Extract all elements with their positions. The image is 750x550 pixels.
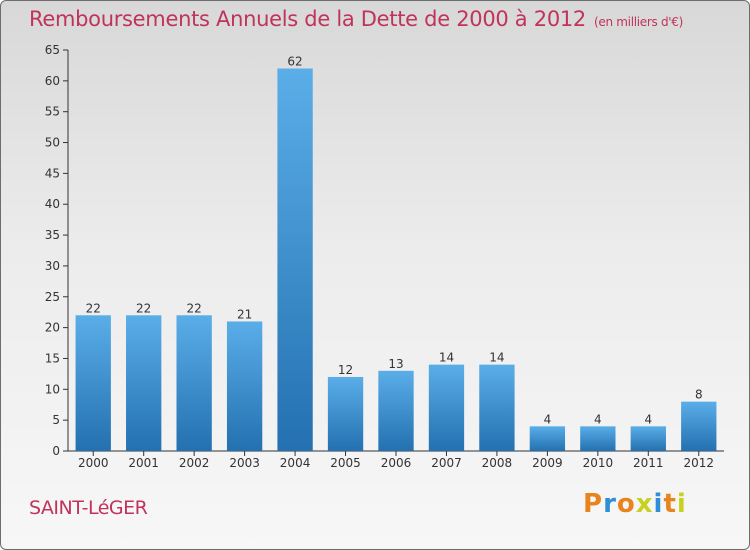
logo-letter: t (663, 489, 677, 519)
y-tick-label: 60 (45, 74, 60, 88)
data-label-2011: 4 (644, 412, 652, 426)
y-tick-label: 65 (45, 43, 60, 57)
chart-title-text: Remboursements Annuels de la Dette de 20… (29, 7, 586, 31)
data-label-2000: 22 (86, 301, 101, 315)
logo-letter: r (603, 489, 617, 519)
data-label-2010: 4 (594, 412, 602, 426)
x-tick-label-2011: 2011 (633, 456, 664, 470)
bar-2000 (75, 315, 111, 451)
x-tick-label-2010: 2010 (583, 456, 614, 470)
data-label-2005: 12 (338, 363, 353, 377)
x-tick-label-2006: 2006 (381, 456, 412, 470)
x-tick-label-2008: 2008 (482, 456, 513, 470)
y-tick-label: 50 (45, 136, 60, 150)
logo-letter: P (583, 489, 604, 519)
y-tick-label: 30 (45, 259, 60, 273)
data-label-2009: 4 (544, 412, 552, 426)
data-label-2012: 8 (695, 388, 703, 402)
y-tick-label: 5 (52, 413, 60, 427)
logo-letter: i (653, 489, 664, 519)
x-tick-label-2001: 2001 (128, 456, 159, 470)
bar-2003 (226, 321, 263, 451)
data-label-2001: 22 (136, 301, 151, 315)
bar-2012 (681, 401, 717, 451)
y-tick-label: 15 (45, 351, 60, 365)
x-tick-label-2002: 2002 (179, 456, 210, 470)
data-label-2006: 13 (388, 357, 403, 371)
chart-subtitle: (en milliers d'€) (594, 15, 684, 29)
data-label-2004: 62 (287, 55, 302, 69)
bar-2010 (580, 426, 616, 451)
data-label-2002: 22 (187, 301, 202, 315)
x-tick-label-2003: 2003 (229, 456, 260, 470)
logo-letter: x (635, 489, 654, 519)
chart-title: Remboursements Annuels de la Dette de 20… (29, 7, 683, 31)
bar-2006 (378, 370, 414, 451)
x-tick-label-2000: 2000 (78, 456, 109, 470)
bar-2002 (176, 315, 212, 451)
y-tick-label: 25 (45, 290, 60, 304)
data-label-2007: 14 (439, 351, 454, 365)
y-tick-label: 55 (45, 105, 60, 119)
commune-name: SAINT-LéGER (29, 497, 148, 519)
y-tick-label: 45 (45, 166, 60, 180)
bar-2011 (630, 426, 666, 451)
x-tick-label-2009: 2009 (532, 456, 563, 470)
proxiti-logo[interactable]: Proxiti (583, 489, 687, 519)
bar-2001 (126, 315, 162, 451)
logo-letter: o (616, 489, 636, 519)
bar-2007 (428, 364, 465, 451)
y-tick-label: 35 (45, 228, 60, 242)
logo-letter: i (676, 489, 687, 519)
y-tick-label: 20 (45, 321, 60, 335)
bar-2005 (327, 376, 364, 451)
data-label-2008: 14 (489, 351, 504, 365)
bar-2008 (479, 364, 515, 451)
x-tick-label-2012: 2012 (683, 456, 714, 470)
y-tick-label: 0 (52, 444, 60, 458)
y-tick-label: 10 (45, 382, 60, 396)
x-tick-label-2005: 2005 (330, 456, 361, 470)
y-tick-label: 40 (45, 197, 60, 211)
bar-2009 (529, 426, 566, 451)
x-tick-label-2004: 2004 (280, 456, 311, 470)
data-label-2003: 21 (237, 307, 252, 321)
bar-2004 (277, 68, 313, 451)
x-tick-label-2007: 2007 (431, 456, 462, 470)
